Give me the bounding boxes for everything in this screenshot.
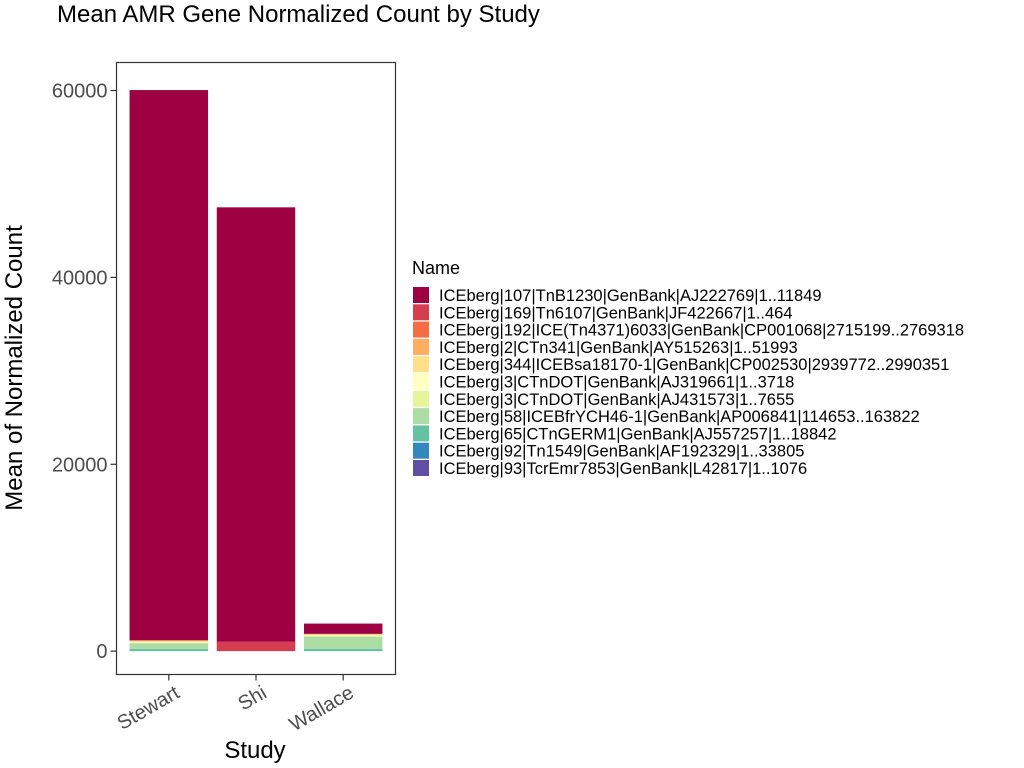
legend-swatch [413,373,429,390]
legend-label: ICEberg|65|CTnGERM1|GenBank|AJ557257|1..… [439,425,837,443]
legend-swatch [413,356,429,373]
legend-label: ICEberg|2|CTn341|GenBank|AY515263|1..519… [439,339,798,357]
y-tick-label: 20000 [52,454,108,476]
bar-segment-wallace-series-4 [303,633,383,636]
bar-segment-wallace-series-0 [303,623,383,634]
legend-label: ICEberg|3|CTnDOT|GenBank|AJ431573|1..765… [439,391,794,409]
legend-swatch [413,287,429,303]
legend-swatch [413,321,429,338]
x-axis-title: Study [224,737,285,764]
x-tick-label: Stewart [114,682,184,735]
y-tick-label: 0 [96,641,107,663]
bar-segment-shi-series-0 [216,207,296,642]
bar-segment-wallace-series-7 [303,636,383,649]
legend-swatch [413,338,429,355]
legend-swatch [413,390,429,407]
y-tick-label: 40000 [52,267,108,289]
legend-label: ICEberg|107|TnB1230|GenBank|AJ222769|1..… [439,287,822,305]
bar-segment-stewart-series-0 [129,90,209,641]
y-axis-ticks: 0 20000 40000 60000 [52,81,117,663]
bar-segment-stewart-series-7 [129,643,209,649]
bar-segment-stewart-series-6 [129,642,209,644]
y-axis-title-group: Mean of Normalized Count [1,225,28,511]
chart-title: Mean AMR Gene Normalized Count by Study [57,1,540,28]
legend-label: ICEberg|3|CTnDOT|GenBank|AJ319661|1..371… [439,374,794,392]
legend-label: ICEberg|192|ICE(Tn4371)6033|GenBank|CP00… [439,322,964,340]
legend-swatch [413,442,429,459]
x-tick-label: Shi [234,682,270,716]
legend-swatch [413,425,429,442]
x-tick-label: Wallace [286,682,358,736]
bar-segment-wallace-series-6 [303,636,383,637]
legend-title: Name [412,258,460,278]
legend-label: ICEberg|92|Tn1549|GenBank|AF192329|1..33… [439,443,804,461]
x-axis-ticks: Stewart Shi Wallace [114,674,358,736]
y-axis-title: Mean of Normalized Count [1,225,28,511]
bar-segment-stewart-series-8 [129,648,209,652]
panel-border [115,61,397,676]
legend: Name ICEberg|107|TnB1230|GenBank|AJ22276… [412,258,964,478]
legend-label: ICEberg|93|TcrEmr7853|GenBank|L42817|1..… [439,460,807,478]
legend-swatch [413,304,429,321]
legend-swatch [413,408,429,425]
stacked-bars [129,90,383,652]
bar-segment-wallace-series-5 [303,635,383,637]
bar-segment-stewart-series-4 [129,640,209,643]
legend-items: ICEberg|107|TnB1230|GenBank|AJ222769|1..… [413,287,964,478]
legend-label: ICEberg|344|ICEBsa18170-1|GenBank|CP0025… [439,356,949,374]
y-tick-label: 60000 [52,81,108,103]
legend-label: ICEberg|169|Tn6107|GenBank|JF422667|1..4… [439,304,793,322]
legend-swatch [413,460,429,476]
bar-segment-shi-series-1 [216,641,296,652]
legend-label: ICEberg|58|ICEBfrYCH46-1|GenBank|AP00684… [439,408,920,426]
bar-segment-stewart-series-5 [129,642,209,643]
bar-segment-wallace-series-8 [303,648,383,652]
